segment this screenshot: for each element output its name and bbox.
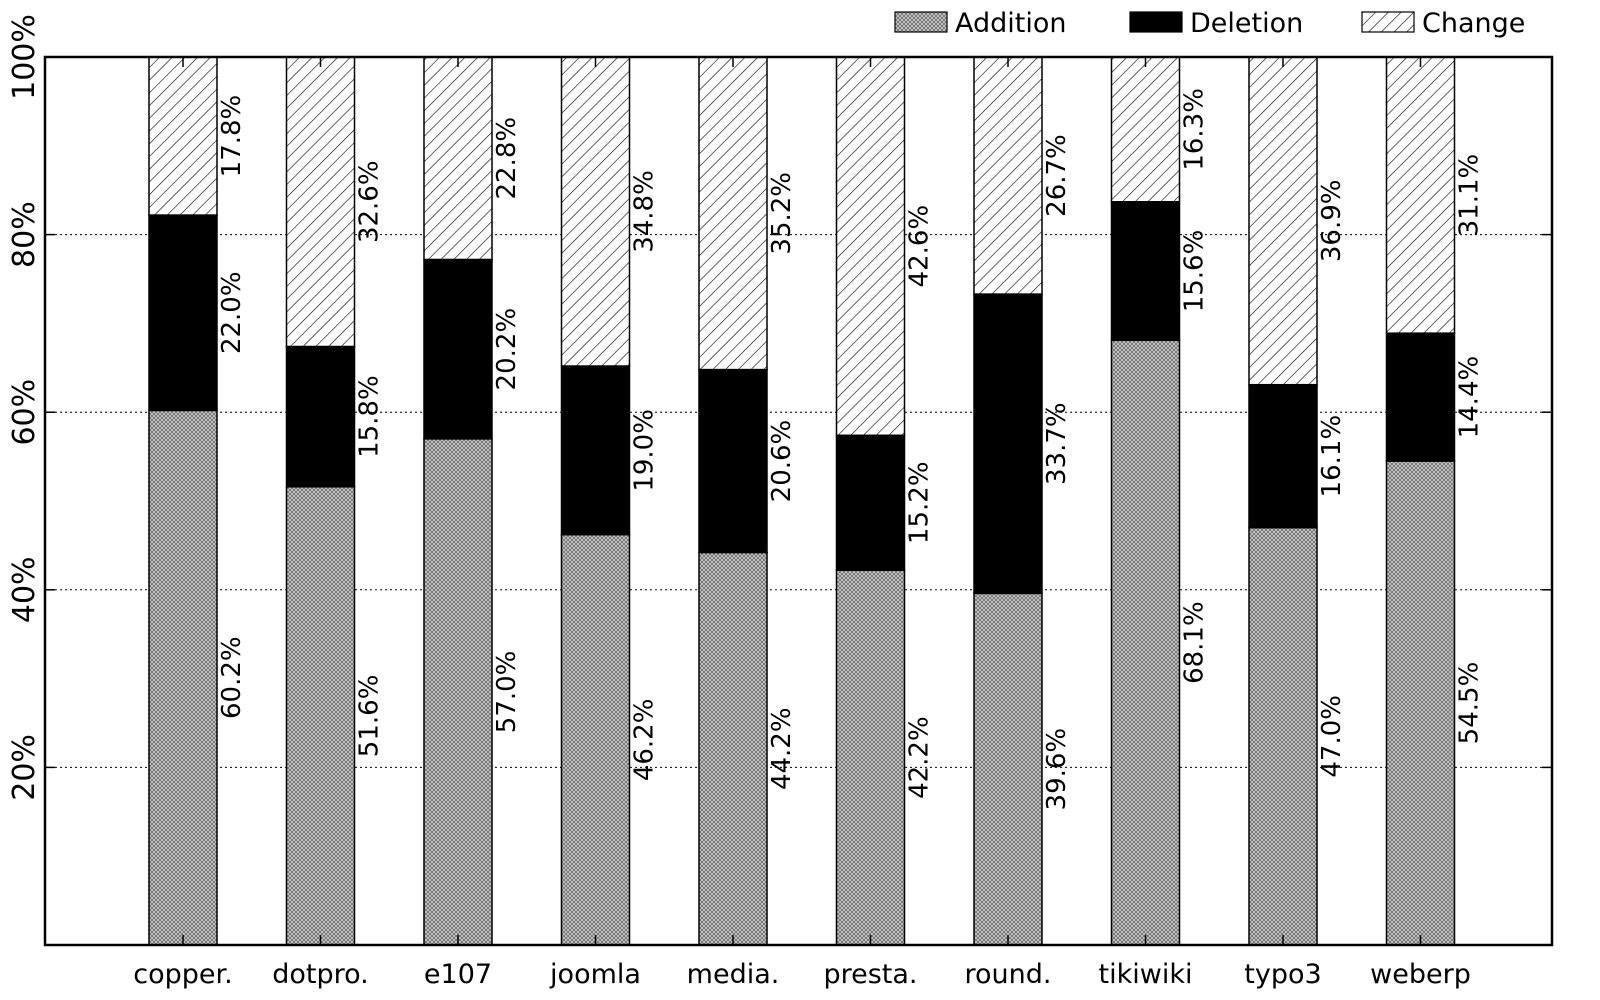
legend-swatch-deletion	[1129, 11, 1183, 33]
bar-segment-deletion	[973, 293, 1043, 595]
bar-segment-deletion	[698, 368, 768, 554]
x-tick-label: weberp	[1370, 959, 1471, 990]
bar-segment-change	[1385, 56, 1456, 334]
data-label-change: 17.8%	[217, 95, 247, 178]
y-tick-label: 100%	[7, 14, 42, 100]
data-label-addition: 47.0%	[1317, 695, 1347, 778]
bar-segment-deletion	[423, 258, 493, 440]
legend-swatch-change	[1361, 11, 1415, 33]
data-label-change: 32.6%	[355, 160, 385, 243]
bar-segment-change	[423, 56, 493, 261]
bar-segment-addition	[560, 533, 631, 946]
data-label-addition: 39.6%	[1042, 728, 1072, 811]
x-tick-label: typo3	[1244, 959, 1321, 990]
bar-segment-addition	[1110, 339, 1181, 946]
x-tick-label: joomla	[549, 959, 641, 990]
data-label-deletion: 19.0%	[630, 409, 660, 492]
bar-segment-change	[1110, 56, 1181, 203]
plot-frame	[43, 55, 1554, 947]
bar-segment-deletion	[1110, 200, 1181, 342]
bar-segment-change	[835, 56, 906, 437]
data-label-deletion: 33.7%	[1042, 402, 1072, 485]
bar-segment-addition	[148, 409, 218, 946]
bar-segment-addition	[698, 551, 768, 946]
data-label-addition: 54.5%	[1455, 662, 1485, 745]
axes: 20% 40% 60% 80% 100% copper. dotpro. e107 joomla…	[7, 14, 1552, 990]
bar-segment-deletion	[835, 434, 906, 572]
legend-label-addition: Addition	[955, 8, 1067, 39]
legend-swatch-addition	[894, 11, 948, 33]
gridlines	[45, 234, 1552, 768]
bar-segment-addition	[285, 486, 356, 946]
bar-segment-deletion	[1385, 332, 1456, 462]
bar-segment-addition	[423, 438, 493, 946]
x-tick-label: media.	[687, 959, 780, 990]
x-tick-label: copper.	[133, 959, 232, 990]
y-tick-label: 20%	[7, 734, 42, 801]
data-label-deletion: 16.1%	[1317, 415, 1347, 498]
data-label-change: 22.8%	[492, 117, 522, 200]
data-label-change: 42.6%	[905, 205, 935, 288]
data-label-deletion: 20.2%	[492, 308, 522, 391]
data-label-deletion: 14.4%	[1455, 356, 1485, 439]
x-tick-label: round.	[965, 959, 1052, 990]
data-label-addition: 42.2%	[905, 716, 935, 799]
data-label-deletion: 15.6%	[1180, 230, 1210, 313]
x-tick-label: dotpro.	[272, 959, 369, 990]
bar-segment-addition	[1248, 526, 1318, 946]
bar-segment-change	[1248, 56, 1318, 386]
bar-segment-addition	[835, 569, 906, 946]
data-label-change: 16.3%	[1180, 88, 1210, 171]
bar-segment-change	[560, 56, 631, 367]
bar-segment-deletion	[148, 214, 218, 412]
data-label-addition: 68.1%	[1180, 601, 1210, 684]
bar-segment-addition	[973, 592, 1043, 946]
legend: Addition Deletion Change	[894, 8, 1525, 39]
bar-segment-change	[698, 56, 768, 371]
data-label-change: 35.2%	[767, 172, 797, 255]
legend-label-change: Change	[1422, 8, 1525, 39]
bar-segment-change	[148, 56, 218, 216]
bar-segment-deletion	[285, 345, 356, 488]
data-label-deletion: 15.8%	[355, 375, 385, 458]
y-tick-label: 40%	[7, 556, 42, 623]
data-label-addition: 51.6%	[355, 675, 385, 758]
bars	[148, 56, 1456, 946]
data-label-change: 36.9%	[1317, 180, 1347, 263]
bar-segment-deletion	[560, 365, 631, 536]
data-label-change: 26.7%	[1042, 134, 1072, 217]
data-label-deletion: 15.2%	[905, 461, 935, 544]
data-label-addition: 46.2%	[630, 699, 660, 782]
data-label-addition: 44.2%	[767, 707, 797, 790]
data-label-change: 34.8%	[630, 170, 660, 253]
data-label-change: 31.1%	[1455, 154, 1485, 237]
data-label-addition: 60.2%	[217, 636, 247, 719]
bar-segment-addition	[1385, 460, 1456, 946]
bar-segment-change	[285, 56, 356, 348]
x-tick-label: e107	[424, 959, 492, 990]
data-label-deletion: 22.0%	[217, 271, 247, 354]
x-tick-label: presta.	[823, 959, 917, 990]
data-label-deletion: 20.6%	[767, 420, 797, 503]
data-label-addition: 57.0%	[492, 651, 522, 734]
bar-segment-change	[973, 56, 1043, 295]
bar-segment-deletion	[1248, 383, 1318, 529]
legend-label-deletion: Deletion	[1190, 8, 1303, 39]
value-labels: 60.2% 22.0% 17.8% 51.6% 15.8% 32.6% 57.0% 20.2%…	[217, 88, 1485, 810]
y-tick-label: 80%	[7, 201, 42, 268]
x-tick-label: tikiwiki	[1099, 959, 1193, 990]
y-tick-label: 60%	[7, 379, 42, 446]
